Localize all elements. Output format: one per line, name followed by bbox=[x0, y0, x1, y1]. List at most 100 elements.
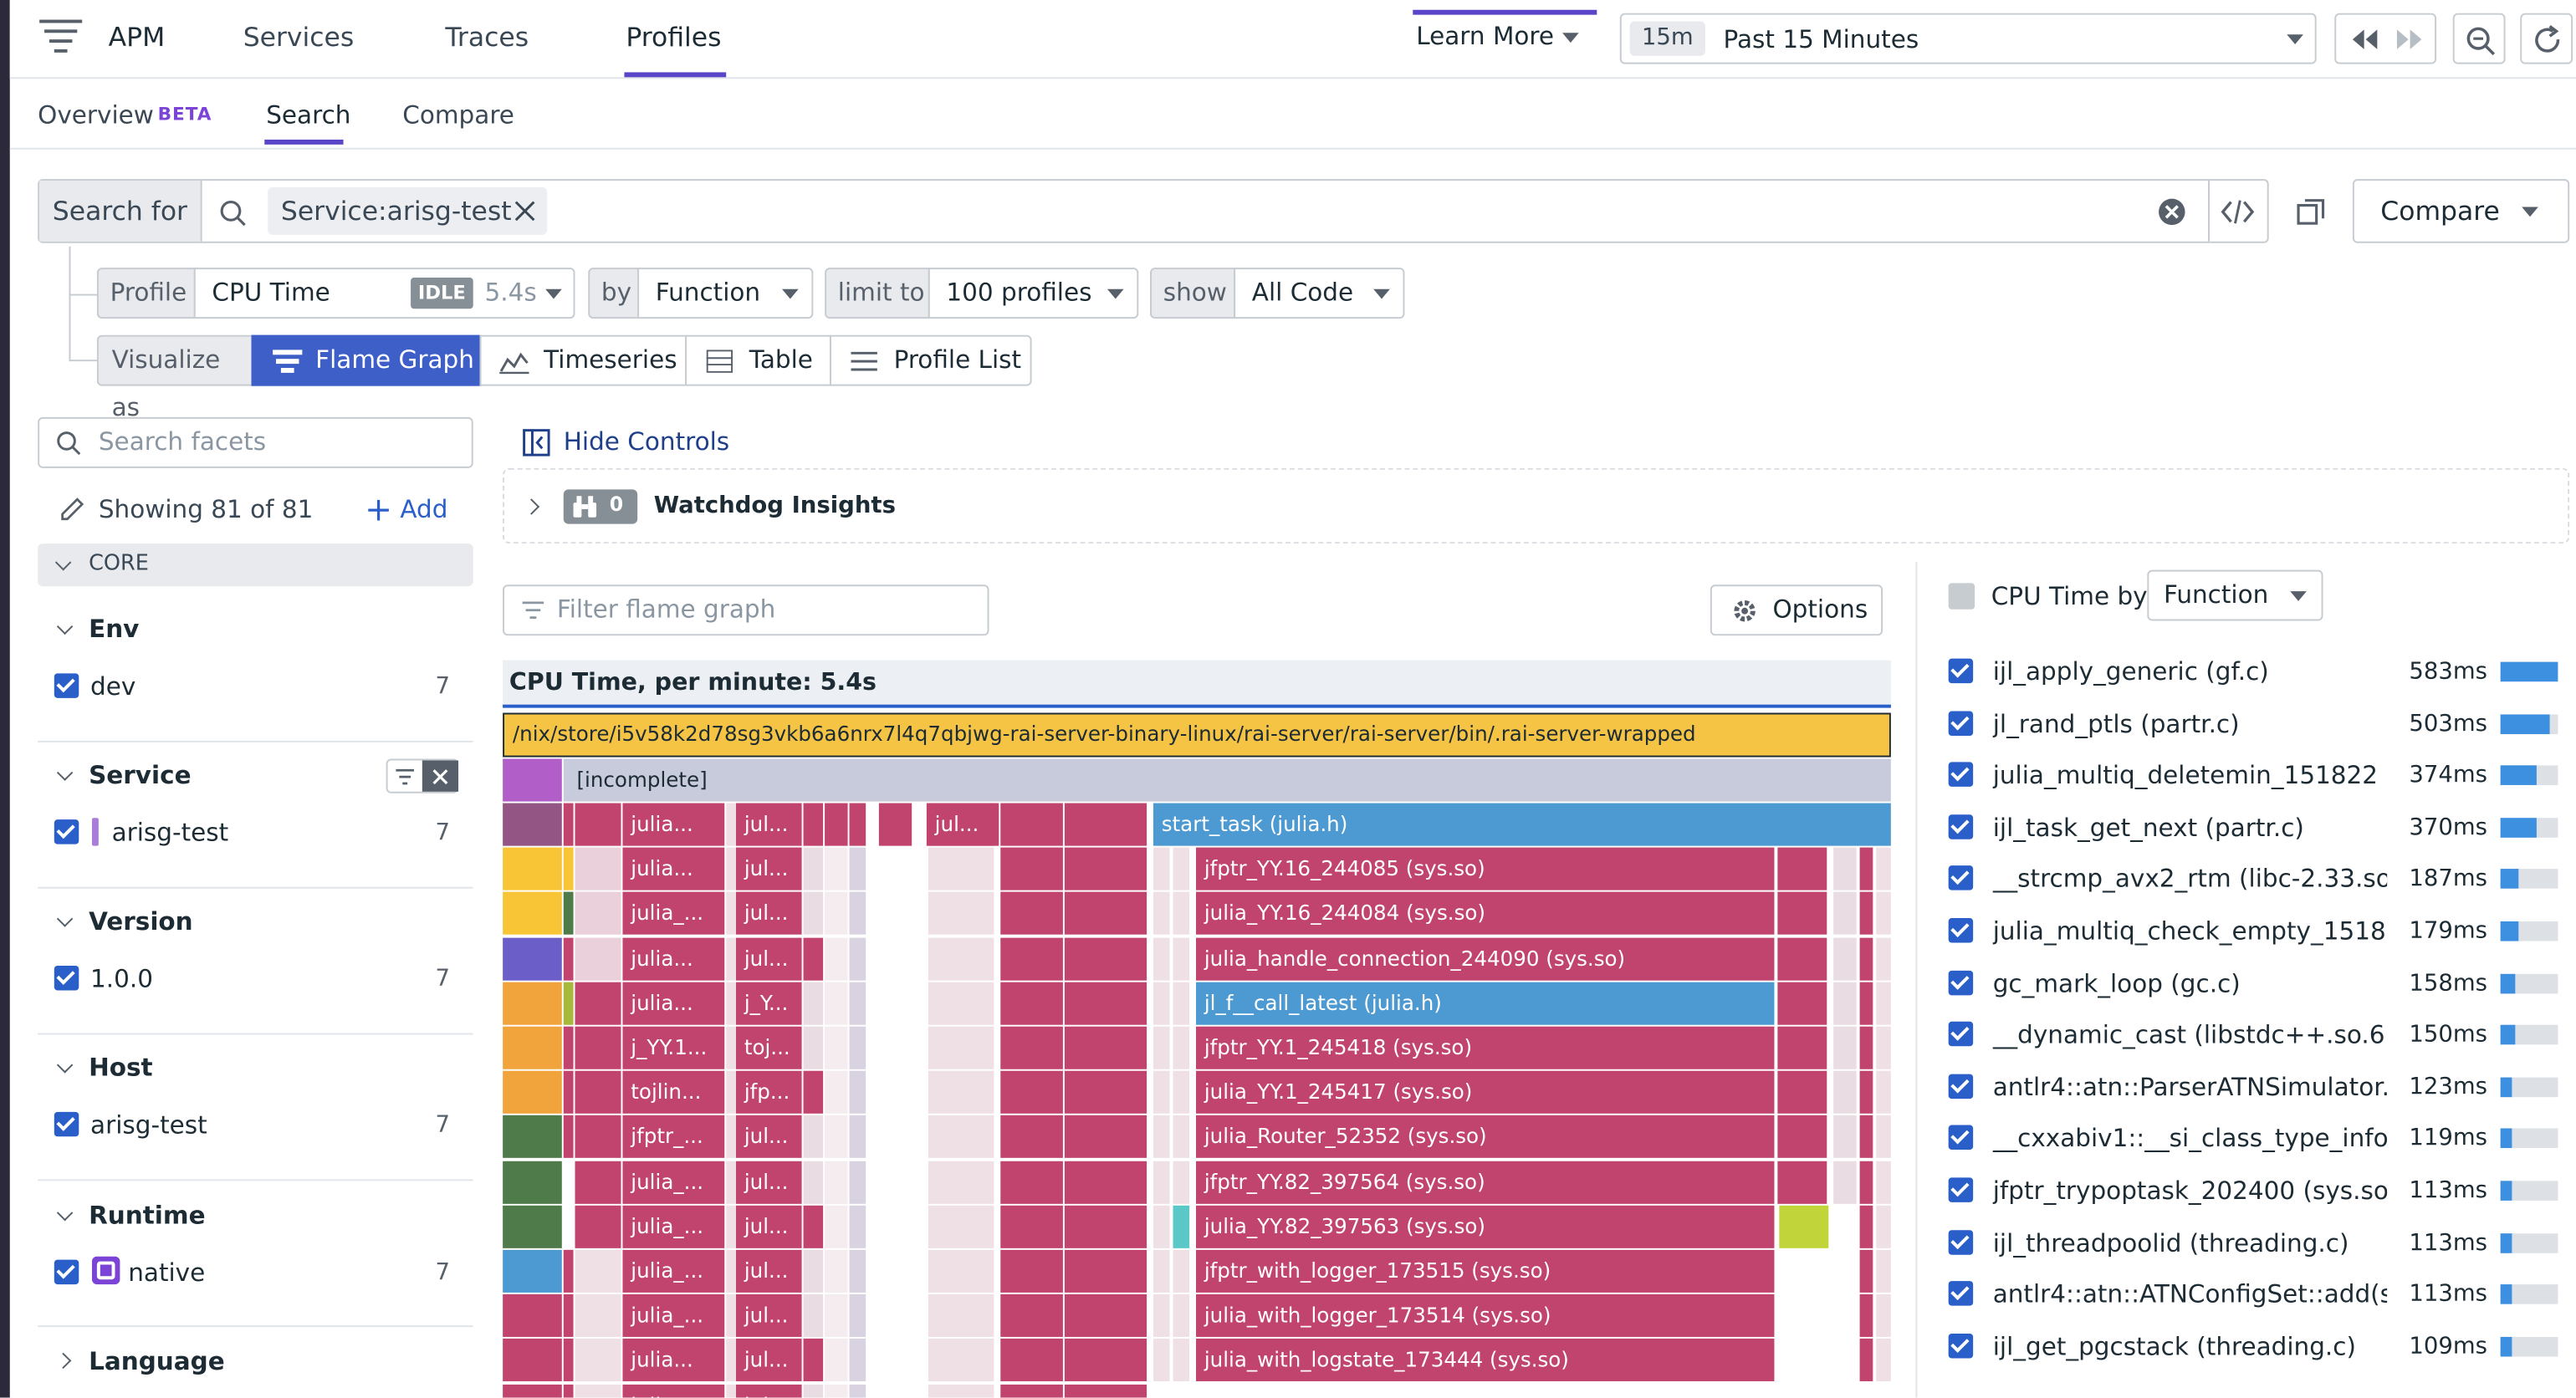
flame-frame[interactable] bbox=[928, 1026, 994, 1069]
flame-frame[interactable] bbox=[1064, 847, 1147, 891]
flame-frame[interactable] bbox=[825, 847, 848, 891]
group-by-select[interactable]: Function bbox=[637, 268, 814, 319]
flame-frame[interactable] bbox=[1153, 1115, 1170, 1159]
flame-frame[interactable] bbox=[878, 936, 912, 980]
facet-checkbox-arisg-test[interactable] bbox=[54, 819, 79, 844]
flame-frame[interactable] bbox=[1777, 936, 1827, 980]
subtab-compare[interactable]: Compare bbox=[402, 99, 514, 130]
facet-checkbox-version[interactable] bbox=[54, 966, 79, 991]
zoom-out-button[interactable] bbox=[2452, 13, 2506, 64]
flame-frame[interactable] bbox=[928, 1384, 994, 1398]
flame-frame[interactable] bbox=[1777, 1071, 1827, 1115]
flame-frame[interactable] bbox=[1859, 892, 1873, 936]
flame-frame[interactable] bbox=[1064, 1339, 1147, 1382]
flame-frame-col-a[interactable]: julia... bbox=[622, 847, 725, 891]
breakdown-row-checkbox[interactable] bbox=[1948, 1022, 1974, 1047]
flame-frame[interactable] bbox=[849, 803, 866, 846]
flame-frame-col-a[interactable]: j_YY.1... bbox=[622, 1026, 725, 1069]
code-icon[interactable] bbox=[2220, 197, 2256, 227]
flame-frame[interactable] bbox=[928, 1115, 994, 1159]
facet-group-host[interactable]: Host bbox=[89, 1053, 153, 1083]
flame-frame[interactable] bbox=[503, 803, 562, 846]
flame-frame[interactable] bbox=[563, 1294, 574, 1338]
flame-frame[interactable] bbox=[1876, 1339, 1891, 1382]
flame-frame[interactable] bbox=[503, 982, 562, 1025]
flame-frame[interactable] bbox=[1876, 1160, 1891, 1204]
flame-frame[interactable] bbox=[1876, 1071, 1891, 1115]
flame-frame[interactable] bbox=[803, 892, 824, 936]
flame-frame[interactable] bbox=[503, 936, 562, 980]
flame-frame[interactable] bbox=[849, 1115, 866, 1159]
add-facet-button[interactable]: + Add bbox=[365, 492, 447, 525]
flame-frame[interactable] bbox=[575, 1249, 621, 1293]
flame-frame[interactable] bbox=[878, 847, 912, 891]
flame-graph[interactable]: /nix/store/i5v58k2d78sg3vkb6a6nrx7l4q7qb… bbox=[503, 712, 1891, 1398]
flame-frame[interactable] bbox=[1153, 982, 1170, 1025]
flame-frame[interactable] bbox=[1000, 1071, 1063, 1115]
flame-frame[interactable] bbox=[563, 1160, 574, 1204]
flame-frame[interactable] bbox=[1876, 936, 1891, 980]
breakdown-row[interactable]: ijl_threadpoolid (threading.c) 113ms bbox=[1917, 1227, 2576, 1268]
flame-frame[interactable] bbox=[575, 936, 621, 980]
filter-icon[interactable] bbox=[394, 767, 416, 787]
flame-frame[interactable] bbox=[1859, 1115, 1873, 1159]
flame-frame[interactable] bbox=[1779, 1205, 1829, 1248]
flame-frame[interactable] bbox=[1173, 1249, 1190, 1293]
flame-frame[interactable] bbox=[1833, 1205, 1857, 1248]
flame-frame[interactable] bbox=[849, 1339, 866, 1382]
flame-frame[interactable] bbox=[563, 1026, 574, 1069]
flame-frame[interactable] bbox=[575, 1026, 621, 1069]
flame-frame[interactable] bbox=[1859, 1071, 1873, 1115]
flame-frame[interactable] bbox=[1859, 1026, 1873, 1069]
flame-frame[interactable] bbox=[1000, 936, 1063, 980]
facet-search-input[interactable]: Search facets bbox=[38, 416, 473, 468]
flame-frame[interactable] bbox=[1153, 1249, 1170, 1293]
flame-frame[interactable] bbox=[726, 1160, 737, 1204]
flame-frame[interactable] bbox=[878, 982, 912, 1025]
flame-frame-col-b[interactable]: jul... bbox=[736, 892, 802, 936]
flame-frame[interactable] bbox=[726, 892, 737, 936]
flame-frame[interactable] bbox=[878, 1384, 912, 1398]
flame-frame[interactable] bbox=[928, 1071, 994, 1115]
flame-frame[interactable] bbox=[1777, 1339, 1827, 1382]
chevron-down-icon[interactable] bbox=[56, 764, 74, 781]
flame-frame-start-task[interactable]: start_task (julia.h) bbox=[1153, 803, 1891, 846]
flame-frame[interactable] bbox=[1777, 1249, 1827, 1293]
flame-frame[interactable] bbox=[825, 1115, 848, 1159]
breakdown-row-checkbox[interactable] bbox=[1948, 710, 1974, 736]
flame-frame-col-b[interactable]: jul... bbox=[736, 936, 802, 980]
flame-frame[interactable] bbox=[726, 982, 737, 1025]
flame-frame[interactable] bbox=[503, 758, 562, 802]
flame-frame[interactable] bbox=[803, 803, 824, 846]
flame-frame-main[interactable]: julia_handle_connection_244090 (sys.so) bbox=[1196, 936, 1775, 980]
flame-frame-col-b[interactable]: jfp... bbox=[736, 1071, 802, 1115]
flame-frame[interactable] bbox=[1777, 982, 1827, 1025]
flame-frame[interactable] bbox=[825, 1339, 848, 1382]
flame-frame[interactable] bbox=[503, 1115, 562, 1159]
flame-frame-main[interactable]: julia_with_logstate_173444 (sys.so) bbox=[1196, 1339, 1775, 1382]
flame-frame[interactable] bbox=[1833, 847, 1857, 891]
breakdown-row-checkbox[interactable] bbox=[1948, 1333, 1974, 1359]
flame-frame-main[interactable]: julia_with_logger_173514 (sys.so) bbox=[1196, 1294, 1775, 1338]
flame-frame[interactable] bbox=[726, 1339, 737, 1382]
flame-frame[interactable] bbox=[726, 936, 737, 980]
breakdown-row[interactable]: jl_rand_ptls (partr.c) 503ms bbox=[1917, 709, 2576, 750]
refresh-button[interactable] bbox=[2520, 13, 2573, 64]
rewind-icon[interactable] bbox=[2349, 26, 2379, 52]
flame-frame-col-b[interactable]: j_Y... bbox=[736, 982, 802, 1025]
flame-frame[interactable] bbox=[1064, 1294, 1147, 1338]
subtab-overview[interactable]: Overview bbox=[38, 99, 154, 130]
breakdown-row[interactable]: julia_multiq_deletemin_151822 (... 374ms bbox=[1917, 761, 2576, 802]
flame-frame[interactable] bbox=[1777, 1294, 1827, 1338]
flame-frame[interactable] bbox=[575, 892, 621, 936]
flame-frame-col-a[interactable]: julia... bbox=[622, 936, 725, 980]
flame-frame[interactable] bbox=[1064, 1205, 1147, 1248]
flame-frame[interactable] bbox=[1859, 936, 1873, 980]
flame-frame[interactable] bbox=[563, 1249, 574, 1293]
flame-frame[interactable] bbox=[803, 1115, 824, 1159]
flame-frame[interactable] bbox=[1153, 1294, 1170, 1338]
flame-frame[interactable] bbox=[503, 1160, 562, 1204]
flame-frame[interactable] bbox=[803, 1339, 824, 1382]
nav-traces[interactable]: Traces bbox=[445, 21, 529, 53]
flame-frame[interactable] bbox=[726, 1071, 737, 1115]
